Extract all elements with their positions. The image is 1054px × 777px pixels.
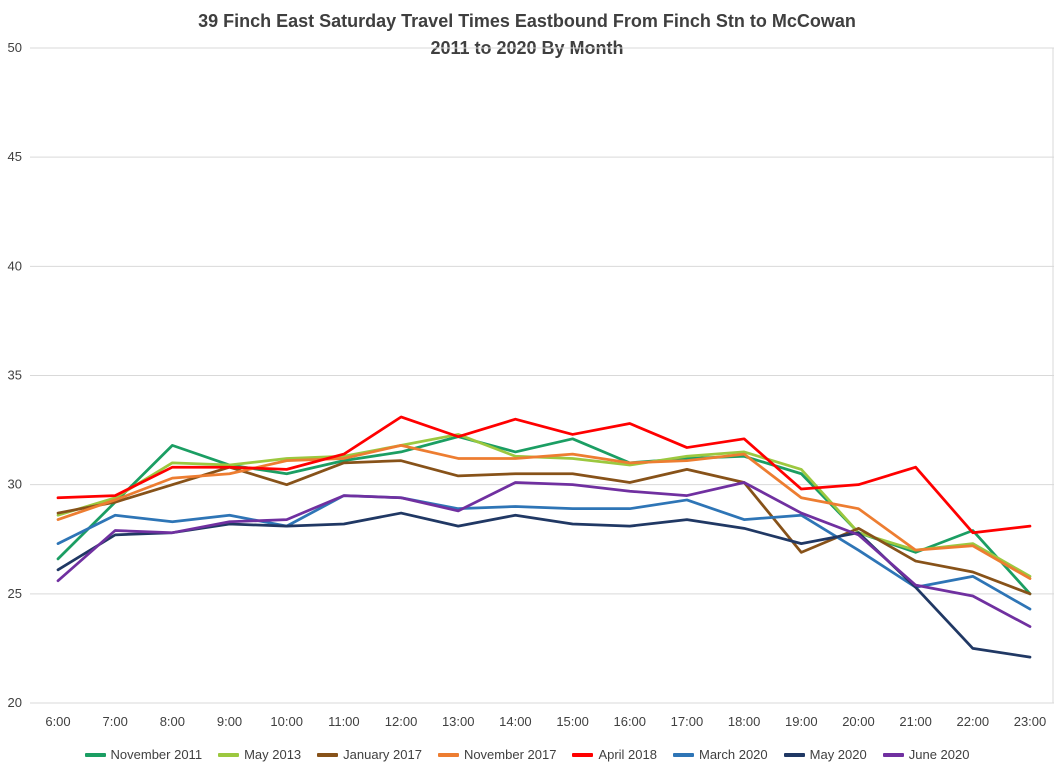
x-tick-label: 6:00 [45, 714, 70, 729]
legend-line-marker [783, 752, 805, 757]
x-tick-label: 21:00 [899, 714, 932, 729]
legend-label: May 2020 [809, 747, 867, 762]
legend-line-marker [218, 752, 240, 757]
legend-label: April 2018 [598, 747, 657, 762]
legend-item-january-2017: January 2017 [317, 747, 422, 762]
legend-line-marker [572, 752, 594, 757]
x-tick-label: 9:00 [217, 714, 242, 729]
x-tick-label: 22:00 [957, 714, 990, 729]
x-tick-label: 16:00 [613, 714, 646, 729]
x-tick-label: 15:00 [556, 714, 589, 729]
x-tick-label: 14:00 [499, 714, 532, 729]
x-tick-label: 17:00 [671, 714, 704, 729]
x-tick-label: 19:00 [785, 714, 818, 729]
legend-label: June 2020 [908, 747, 970, 762]
x-tick-label: 12:00 [385, 714, 418, 729]
legend-label: November 2011 [110, 747, 203, 762]
x-tick-label: 18:00 [728, 714, 761, 729]
y-tick-label: 35 [8, 368, 22, 383]
series-line-march-2020 [56, 494, 1032, 611]
legend-label: March 2020 [698, 747, 768, 762]
legend-line-marker [317, 752, 339, 757]
y-tick-label: 45 [8, 149, 22, 164]
y-tick-label: 30 [8, 477, 22, 492]
series-line-april-2018 [56, 415, 1032, 535]
series-line-november-2017 [56, 443, 1032, 580]
legend-label: January 2017 [343, 747, 422, 762]
legend-label: November 2017 [463, 747, 557, 762]
legend-line-marker [882, 752, 904, 757]
legend-line-marker [437, 752, 459, 757]
x-tick-label: 20:00 [842, 714, 875, 729]
legend-item-march-2020: March 2020 [672, 747, 768, 762]
x-tick-label: 23:00 [1014, 714, 1047, 729]
series-line-june-2020 [56, 481, 1032, 628]
x-tick-label: 13:00 [442, 714, 475, 729]
legend-item-may-2020: May 2020 [783, 747, 867, 762]
legend-item-april-2018: April 2018 [572, 747, 657, 762]
series-line-november-2011 [56, 435, 1032, 596]
x-tick-label: 11:00 [328, 714, 360, 729]
legend-line-marker [672, 752, 694, 757]
x-tick-label: 8:00 [160, 714, 185, 729]
legend-label: May 2013 [244, 747, 302, 762]
legend-item-november-2011: November 2011 [84, 747, 203, 762]
y-tick-label: 50 [8, 40, 22, 55]
legend-item-november-2017: November 2017 [437, 747, 557, 762]
y-tick-label: 20 [8, 695, 22, 710]
legend: November 2011 May 2013 January 2017 Novembe… [0, 747, 1054, 762]
series-line-may-2020 [56, 511, 1032, 659]
x-tick-label: 10:00 [270, 714, 303, 729]
legend-line-marker [84, 752, 106, 757]
series-line-january-2017 [56, 459, 1032, 596]
legend-item-may-2013: May 2013 [218, 747, 301, 762]
y-tick-label: 40 [8, 258, 22, 273]
chart-title-line1: 39 Finch East Saturday Travel Times East… [198, 11, 856, 31]
y-tick-label: 25 [8, 586, 22, 601]
legend-item-june-2020: June 2020 [882, 747, 970, 762]
x-tick-label: 7:00 [103, 714, 128, 729]
